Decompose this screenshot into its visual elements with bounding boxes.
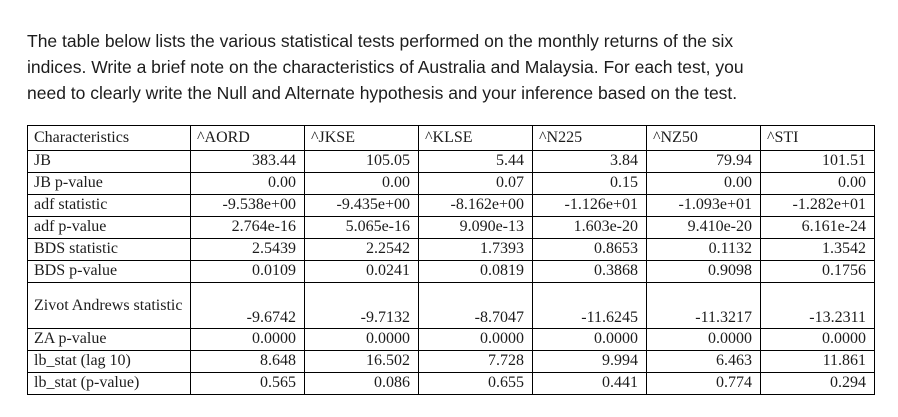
- column-header: ^STI: [760, 125, 875, 151]
- column-header: ^N225: [532, 125, 647, 151]
- cell-value: -9.7132: [304, 282, 419, 329]
- cell-value: -11.6245: [532, 282, 647, 329]
- intro-line-1: The table below lists the various statis…: [27, 31, 734, 51]
- cell-value: 0.086: [304, 372, 419, 395]
- cell-value: 9.410e-20: [646, 216, 761, 239]
- cell-value: 0.1756: [760, 260, 875, 283]
- table-row: BDS p-value 0.0109 0.0241 0.0819 0.3868 0.909…: [27, 260, 875, 283]
- cell-value: 0.0000: [190, 328, 305, 351]
- cell-value: 1.603e-20: [532, 216, 647, 239]
- cell-value: -8.7047: [418, 282, 533, 329]
- cell-value: 0.441: [532, 372, 647, 395]
- intro-line-3: need to clearly write the Null and Alter…: [27, 83, 738, 103]
- header-row: Characteristics ^AORD ^JKSE ^KLSE ^N225 ^NZ50…: [27, 125, 875, 151]
- cell-value: 0.0000: [418, 328, 533, 351]
- cell-value: 0.15: [532, 172, 647, 195]
- table-row: JB p-value 0.00 0.00 0.07 0.15 0.00 0.00: [27, 172, 875, 195]
- row-label: adf statistic: [27, 194, 191, 217]
- cell-value: 0.1132: [646, 238, 761, 261]
- cell-value: -1.093e+01: [646, 194, 761, 217]
- row-label: Zivot Andrews statistic: [27, 282, 191, 329]
- cell-value: 0.294: [760, 372, 875, 395]
- cell-value: 6.463: [646, 350, 761, 373]
- cell-value: 0.00: [304, 172, 419, 195]
- table-row: Zivot Andrews statistic -9.6742 -9.7132 -8.…: [27, 282, 875, 329]
- cell-value: -11.3217: [646, 282, 761, 329]
- cell-value: -1.282e+01: [760, 194, 875, 217]
- cell-value: 0.0000: [760, 328, 875, 351]
- cell-value: 1.7393: [418, 238, 533, 261]
- cell-value: 105.05: [304, 150, 419, 173]
- cell-value: -1.126e+01: [532, 194, 647, 217]
- cell-value: 11.861: [760, 350, 875, 373]
- cell-value: 0.0000: [646, 328, 761, 351]
- column-header: ^NZ50: [646, 125, 761, 151]
- row-label: ZA p-value: [27, 328, 191, 351]
- cell-value: 101.51: [760, 150, 875, 173]
- cell-value: 0.8653: [532, 238, 647, 261]
- cell-value: -13.2311: [760, 282, 875, 329]
- cell-value: 2.2542: [304, 238, 419, 261]
- cell-value: 1.3542: [760, 238, 875, 261]
- column-header: ^AORD: [190, 125, 305, 151]
- table-row: adf p-value 2.764e-16 5.065e-16 9.090e-13 1.…: [27, 216, 875, 239]
- cell-value: 0.655: [418, 372, 533, 395]
- cell-value: 0.774: [646, 372, 761, 395]
- cell-value: 0.0109: [190, 260, 305, 283]
- cell-value: 5.44: [418, 150, 533, 173]
- cell-value: 79.94: [646, 150, 761, 173]
- cell-value: -9.435e+00: [304, 194, 419, 217]
- cell-value: 6.161e-24: [760, 216, 875, 239]
- cell-value: -9.6742: [190, 282, 305, 329]
- row-label: adf p-value: [27, 216, 191, 239]
- column-header: ^JKSE: [304, 125, 419, 151]
- cell-value: 0.0241: [304, 260, 419, 283]
- row-label: lb_stat (p-value): [27, 372, 191, 395]
- row-label: BDS p-value: [27, 260, 191, 283]
- table-body: JB 383.44 105.05 5.44 3.84 79.94 101.51 JB p-va…: [27, 150, 875, 395]
- table-row: ZA p-value 0.0000 0.0000 0.0000 0.0000 0.0000…: [27, 328, 875, 351]
- cell-value: 0.0000: [304, 328, 419, 351]
- cell-value: 0.9098: [646, 260, 761, 283]
- cell-value: 0.3868: [532, 260, 647, 283]
- column-header: ^KLSE: [418, 125, 533, 151]
- row-label: JB: [27, 150, 191, 173]
- cell-value: 3.84: [532, 150, 647, 173]
- row-label: BDS statistic: [27, 238, 191, 261]
- table-row: adf statistic -9.538e+00 -9.435e+00 -8.162e…: [27, 194, 875, 217]
- row-label: lb_stat (lag 10): [27, 350, 191, 373]
- cell-value: 5.065e-16: [304, 216, 419, 239]
- statistics-table: Characteristics ^AORD ^JKSE ^KLSE ^N225 ^NZ50…: [27, 125, 875, 395]
- table-row: BDS statistic 2.5439 2.2542 1.7393 0.8653 0.1…: [27, 238, 875, 261]
- cell-value: 0.565: [190, 372, 305, 395]
- table-row: lb_stat (lag 10) 8.648 16.502 7.728 9.994 6.4…: [27, 350, 875, 373]
- cell-value: 2.764e-16: [190, 216, 305, 239]
- cell-value: -9.538e+00: [190, 194, 305, 217]
- cell-value: 0.00: [190, 172, 305, 195]
- cell-value: 0.0000: [532, 328, 647, 351]
- cell-value: 9.994: [532, 350, 647, 373]
- cell-value: 0.0819: [418, 260, 533, 283]
- cell-value: 9.090e-13: [418, 216, 533, 239]
- table-row: lb_stat (p-value) 0.565 0.086 0.655 0.441 0.7…: [27, 372, 875, 395]
- cell-value: -8.162e+00: [418, 194, 533, 217]
- cell-value: 0.00: [760, 172, 875, 195]
- row-label: JB p-value: [27, 172, 191, 195]
- cell-value: 7.728: [418, 350, 533, 373]
- cell-value: 0.07: [418, 172, 533, 195]
- cell-value: 383.44: [190, 150, 305, 173]
- intro-line-2: indices. Write a brief note on the chara…: [27, 57, 744, 77]
- cell-value: 8.648: [190, 350, 305, 373]
- table-header: Characteristics ^AORD ^JKSE ^KLSE ^N225 ^NZ50…: [27, 125, 875, 151]
- intro-paragraph: The table below lists the various statis…: [27, 28, 878, 106]
- column-header: Characteristics: [27, 125, 191, 151]
- table-row: JB 383.44 105.05 5.44 3.84 79.94 101.51: [27, 150, 875, 173]
- cell-value: 0.00: [646, 172, 761, 195]
- cell-value: 16.502: [304, 350, 419, 373]
- cell-value: 2.5439: [190, 238, 305, 261]
